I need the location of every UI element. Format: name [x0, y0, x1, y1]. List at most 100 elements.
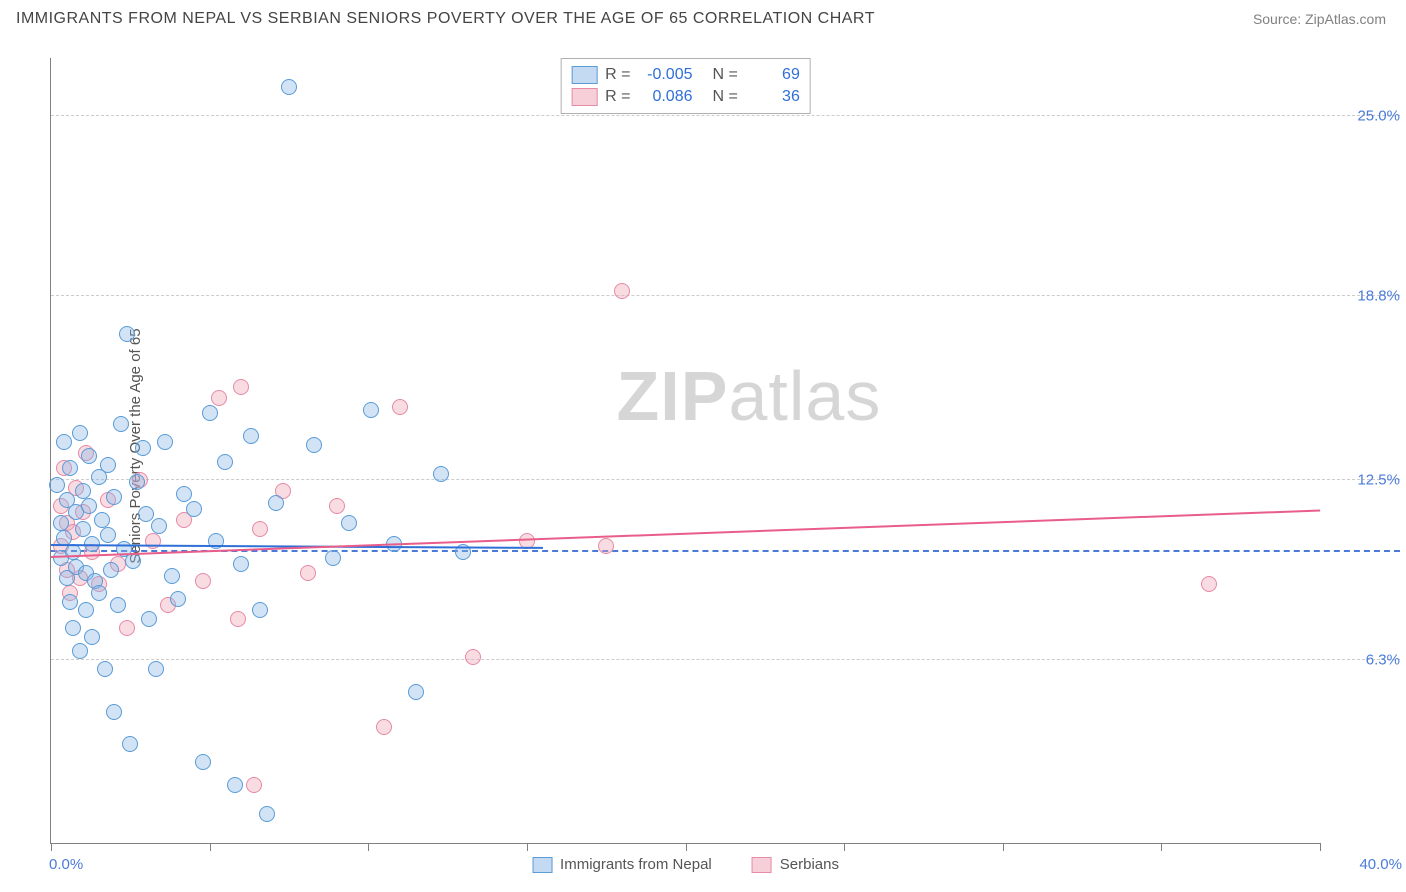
data-point: [233, 556, 249, 572]
data-point: [157, 434, 173, 450]
watermark: ZIPatlas: [617, 356, 882, 436]
x-tick: [51, 843, 52, 851]
scatter-chart: ZIPatlas R =-0.005 N =69 R =0.086 N =36 …: [50, 58, 1320, 844]
data-point: [376, 719, 392, 735]
data-point: [75, 521, 91, 537]
data-point: [186, 501, 202, 517]
data-point: [598, 538, 614, 554]
data-point: [1201, 576, 1217, 592]
correlation-legend: R =-0.005 N =69 R =0.086 N =36: [560, 58, 811, 114]
x-tick: [210, 843, 211, 851]
data-point: [392, 399, 408, 415]
data-point: [233, 379, 249, 395]
data-point: [119, 620, 135, 636]
data-point: [195, 754, 211, 770]
x-tick: [686, 843, 687, 851]
data-point: [433, 466, 449, 482]
data-point: [300, 565, 316, 581]
gridline: [51, 115, 1400, 116]
data-point: [325, 550, 341, 566]
chart-title: IMMIGRANTS FROM NEPAL VS SERBIAN SENIORS…: [16, 10, 875, 28]
data-point: [125, 553, 141, 569]
data-point: [465, 649, 481, 665]
data-point: [81, 498, 97, 514]
data-point: [246, 777, 262, 793]
n-value-pink: 36: [746, 88, 800, 106]
x-axis-min-label: 0.0%: [49, 856, 83, 873]
x-tick: [368, 843, 369, 851]
data-point: [252, 521, 268, 537]
data-point: [195, 573, 211, 589]
r-value-blue: -0.005: [639, 66, 693, 84]
x-axis-max-label: 40.0%: [1359, 856, 1402, 873]
data-point: [81, 448, 97, 464]
data-point: [268, 495, 284, 511]
gridline: [51, 479, 1400, 480]
series-legend: Immigrants from Nepal Serbians: [532, 856, 839, 873]
data-point: [72, 425, 88, 441]
legend-swatch-pink: [571, 88, 597, 106]
data-point: [78, 602, 94, 618]
legend-row-blue: R =-0.005 N =69: [571, 64, 800, 86]
data-point: [103, 562, 119, 578]
legend-swatch-blue: [571, 66, 597, 84]
data-point: [106, 489, 122, 505]
data-point: [72, 643, 88, 659]
data-point: [106, 704, 122, 720]
legend-label-blue: Immigrants from Nepal: [560, 856, 712, 873]
data-point: [65, 544, 81, 560]
data-point: [614, 283, 630, 299]
data-point: [141, 611, 157, 627]
data-point: [306, 437, 322, 453]
data-point: [56, 434, 72, 450]
legend-row-pink: R =0.086 N =36: [571, 86, 800, 108]
gridline: [51, 659, 1400, 660]
x-tick: [1161, 843, 1162, 851]
data-point: [202, 405, 218, 421]
data-point: [100, 457, 116, 473]
data-point: [341, 515, 357, 531]
legend-swatch-blue-bottom: [532, 857, 552, 873]
data-point: [119, 326, 135, 342]
data-point: [91, 585, 107, 601]
data-point: [211, 390, 227, 406]
data-point: [129, 474, 145, 490]
x-tick: [844, 843, 845, 851]
data-point: [408, 684, 424, 700]
data-point: [100, 527, 116, 543]
data-point: [176, 486, 192, 502]
x-tick: [527, 843, 528, 851]
data-point: [97, 661, 113, 677]
gridline: [51, 295, 1400, 296]
data-point: [243, 428, 259, 444]
data-point: [135, 440, 151, 456]
data-point: [65, 620, 81, 636]
legend-item-pink: Serbians: [752, 856, 839, 873]
legend-item-blue: Immigrants from Nepal: [532, 856, 712, 873]
n-value-blue: 69: [746, 66, 800, 84]
r-value-pink: 0.086: [639, 88, 693, 106]
data-point: [113, 416, 129, 432]
data-point: [62, 594, 78, 610]
data-point: [164, 568, 180, 584]
legend-label-pink: Serbians: [780, 856, 839, 873]
data-point: [281, 79, 297, 95]
y-tick-label: 12.5%: [1326, 471, 1400, 488]
data-point: [84, 629, 100, 645]
data-point: [259, 806, 275, 822]
data-point: [62, 460, 78, 476]
data-point: [110, 597, 126, 613]
data-point: [252, 602, 268, 618]
x-tick: [1320, 843, 1321, 851]
legend-swatch-pink-bottom: [752, 857, 772, 873]
data-point: [329, 498, 345, 514]
y-tick-label: 6.3%: [1326, 651, 1400, 668]
data-point: [170, 591, 186, 607]
data-point: [53, 515, 69, 531]
data-point: [217, 454, 233, 470]
data-point: [363, 402, 379, 418]
data-point: [49, 477, 65, 493]
data-point: [230, 611, 246, 627]
y-tick-label: 18.8%: [1326, 288, 1400, 305]
data-point: [227, 777, 243, 793]
